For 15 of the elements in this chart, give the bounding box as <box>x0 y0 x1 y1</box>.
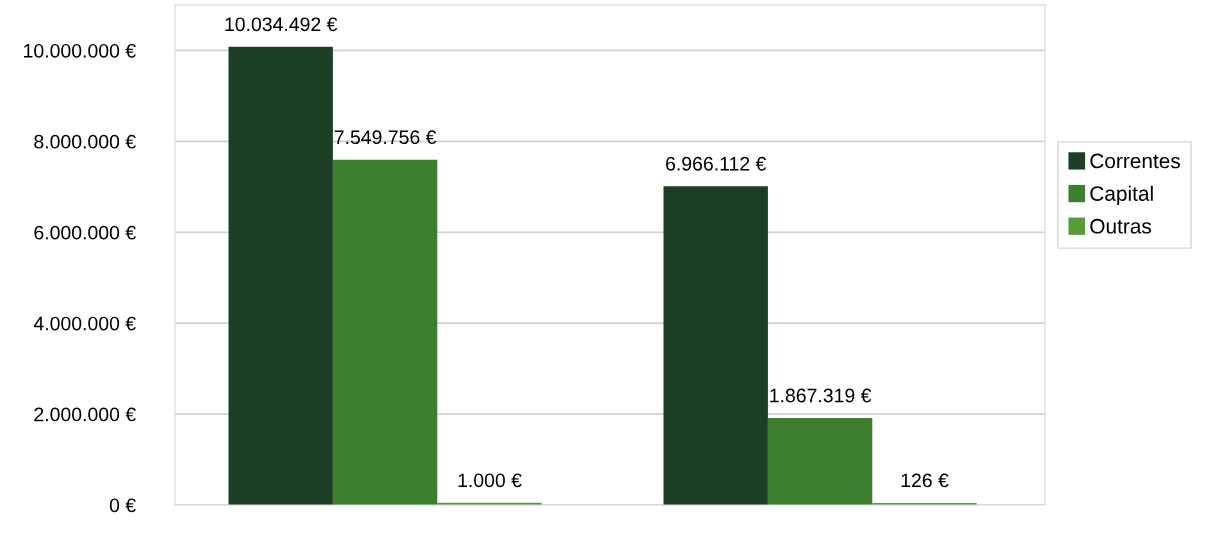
data-label: 1.867.319 € <box>770 388 872 403</box>
y-tick-label: 8.000.000 € <box>34 134 136 149</box>
legend-label: Outras <box>1090 218 1152 234</box>
data-label: 7.549.756 € <box>334 130 437 145</box>
y-tick-label: 2.000.000 € <box>34 407 136 422</box>
y-tick-label: 10.000.000 € <box>24 43 136 58</box>
data-label: 10.034.492 € <box>225 17 338 32</box>
y-tick-label: 4.000.000 € <box>33 316 136 331</box>
data-label: 1.000 € <box>458 473 522 488</box>
data-label: 126 € <box>901 473 949 488</box>
legend-label: Capital <box>1090 185 1153 206</box>
data-label: 6.966.112 € <box>666 156 767 171</box>
y-tick-label: 6.000.000 € <box>34 225 136 240</box>
y-tick-label: 0 € <box>109 498 136 513</box>
legend-label: Correntes <box>1090 153 1180 169</box>
